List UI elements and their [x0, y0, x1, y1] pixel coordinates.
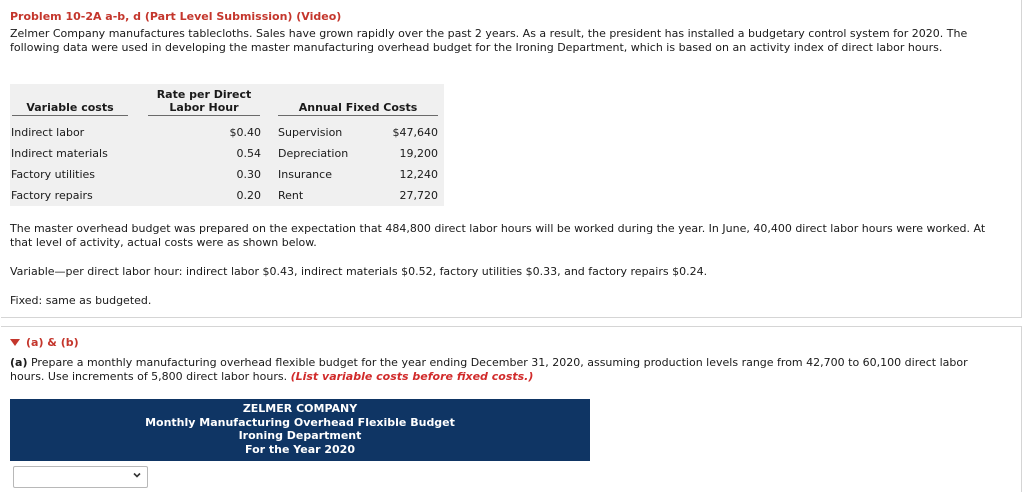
variable-cost-rate: 0.54 — [236, 147, 262, 160]
budget-title: Monthly Manufacturing Overhead Flexible … — [145, 415, 455, 429]
variable-cost-rate: 0.30 — [236, 168, 262, 181]
fixed-actual-paragraph: Fixed: same as budgeted. — [10, 294, 152, 307]
section-label: (a) & (b) — [26, 336, 79, 349]
header-variable-costs: Variable costs — [12, 101, 128, 116]
line-item-dropdown[interactable] — [13, 466, 148, 488]
chevron-down-icon — [133, 472, 141, 478]
variable-cost-name: Factory repairs — [11, 189, 93, 202]
variable-cost-name: Indirect labor — [11, 126, 85, 139]
company-name: ZELMER COMPANY — [242, 402, 358, 415]
header-rate: Rate per Direct Labor Hour — [148, 88, 260, 116]
header-annual-fixed-costs: Annual Fixed Costs — [278, 101, 438, 116]
part-a-prefix: (a) — [10, 356, 28, 369]
caret-down-icon — [10, 339, 20, 346]
instruction-note: (List variable costs before fixed costs.… — [290, 370, 534, 383]
fixed-cost-amount: 12,240 — [399, 168, 439, 181]
variable-cost-name: Factory utilities — [11, 168, 95, 181]
problem-panel — [1, 0, 1022, 318]
fixed-cost-name: Rent — [278, 189, 304, 202]
variable-cost-rate: 0.20 — [236, 189, 262, 202]
fixed-cost-name: Depreciation — [278, 147, 349, 160]
fixed-cost-amount: $47,640 — [392, 126, 439, 139]
problem-title: Problem 10-2A a-b, d (Part Level Submiss… — [10, 10, 342, 23]
master-budget-paragraph: The master overhead budget was prepared … — [10, 222, 986, 249]
problem-intro: Zelmer Company manufactures tablecloths.… — [10, 27, 968, 54]
overhead-data-table: Variable costs Rate per Direct Labor Hou… — [10, 84, 444, 206]
fixed-cost-amount: 19,200 — [399, 147, 439, 160]
department-name: Ironing Department — [238, 429, 362, 442]
section-toggle[interactable]: (a) & (b) — [10, 336, 79, 349]
variable-actual-paragraph: Variable—per direct labor hour: indirect… — [10, 265, 708, 278]
fixed-cost-name: Supervision — [278, 126, 343, 139]
part-a-question: (a) Prepare a monthly manufacturing over… — [10, 356, 995, 384]
part-a-text: Prepare a monthly manufacturing overhead… — [10, 356, 968, 383]
variable-cost-rate: $0.40 — [229, 126, 262, 139]
fixed-cost-name: Insurance — [278, 168, 332, 181]
budget-period: For the Year 2020 — [245, 442, 355, 456]
answer-panel — [1, 326, 1022, 492]
fixed-cost-amount: 27,720 — [399, 189, 439, 202]
budget-header-banner: ZELMER COMPANY Monthly Manufacturing Ove… — [10, 399, 590, 461]
variable-cost-name: Indirect materials — [11, 147, 108, 160]
